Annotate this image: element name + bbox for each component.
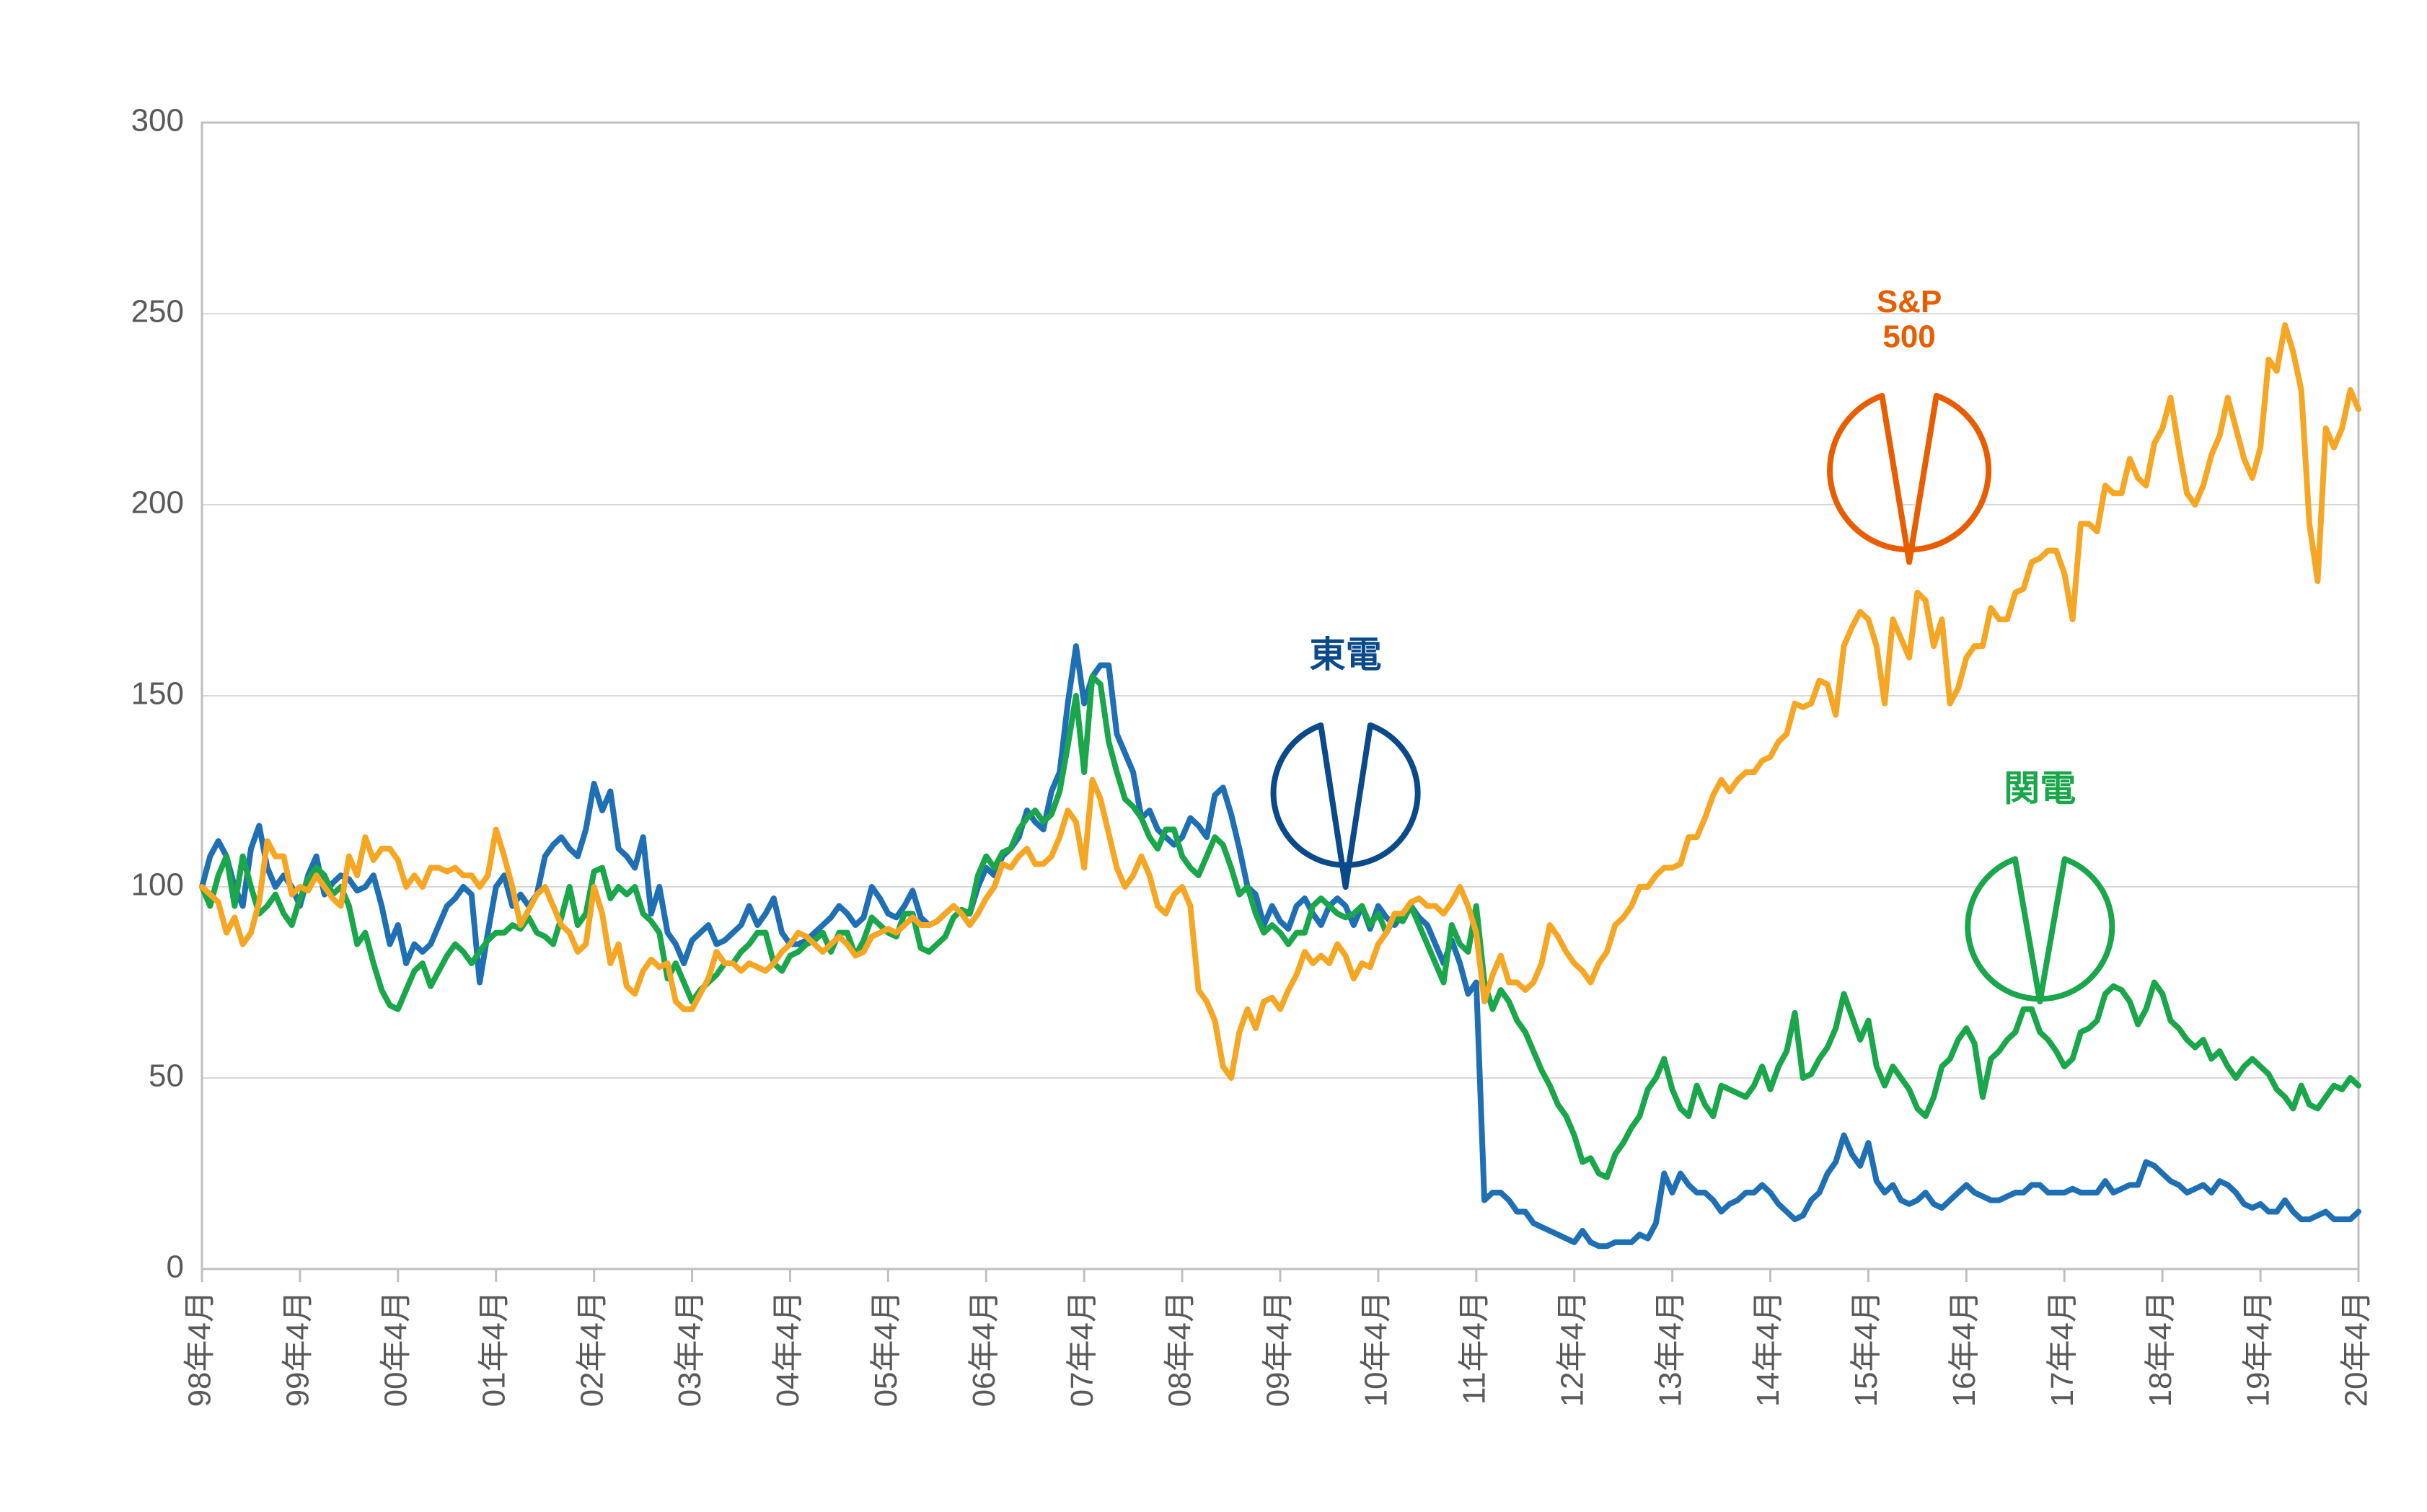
series-line-tepco [202,646,2358,1246]
callout-bubble-tepco [1274,725,1418,887]
x-axis-label: 11年4月 [1456,1291,1492,1405]
x-axis-label: 98年4月 [182,1291,218,1407]
callout-label-sp500: S&P [1877,284,1942,319]
x-axis-label: 99年4月 [281,1291,316,1407]
x-axis-label: 18年4月 [2143,1291,2178,1407]
x-axis-label: 10年4月 [1359,1291,1394,1407]
x-axis-label: 05年4月 [868,1291,904,1407]
x-axis-label: 19年4月 [2241,1291,2276,1407]
line-chart: 0 50 100 150 200 250 300 98年4月 99年4月 00年4月 01年4月 02… [0,0,2427,1512]
x-axis-label: 16年4月 [1947,1291,1982,1407]
x-axis-label: 13年4月 [1652,1291,1688,1407]
series-line-kepco [202,677,2358,1177]
callout-label-sp500: 500 [1882,319,1935,354]
x-axis-label: 04年4月 [770,1291,806,1407]
x-axis-label: 06年4月 [966,1291,1002,1407]
callout-bubble-sp500 [1830,396,1988,562]
y-axis-label: 300 [131,103,184,138]
x-axis-label: 17年4月 [2045,1291,2080,1407]
chart-svg: 0 50 100 150 200 250 300 98年4月 99年4月 00年4月 01年4月 02… [0,0,2427,1512]
y-axis-label: 200 [131,485,184,521]
y-axis-label: 150 [131,676,184,712]
x-axis-label: 01年4月 [476,1291,511,1407]
x-axis-label: 15年4月 [1849,1291,1884,1407]
x-axis-label: 09年4月 [1261,1291,1296,1407]
x-axis-label: 03年4月 [672,1291,708,1407]
y-axis-label: 100 [131,867,184,903]
x-axis-label: 14年4月 [1750,1291,1786,1407]
y-axis-label: 250 [131,294,184,330]
x-axis-label: 20年4月 [2339,1291,2374,1407]
x-axis-label: 07年4月 [1065,1291,1100,1407]
x-axis-label: 02年4月 [574,1291,609,1407]
y-axis-label: 0 [167,1250,184,1285]
callout-bubble-kepco [1968,859,2112,1002]
x-axis-label: 12年4月 [1554,1291,1590,1407]
callout-label-kepco: 関電 [2004,769,2076,809]
x-axis-label: 08年4月 [1163,1291,1198,1407]
y-axis-label: 50 [149,1058,184,1094]
callout-label-tepco: 東電 [1310,635,1382,675]
x-axis-label: 00年4月 [378,1291,413,1407]
